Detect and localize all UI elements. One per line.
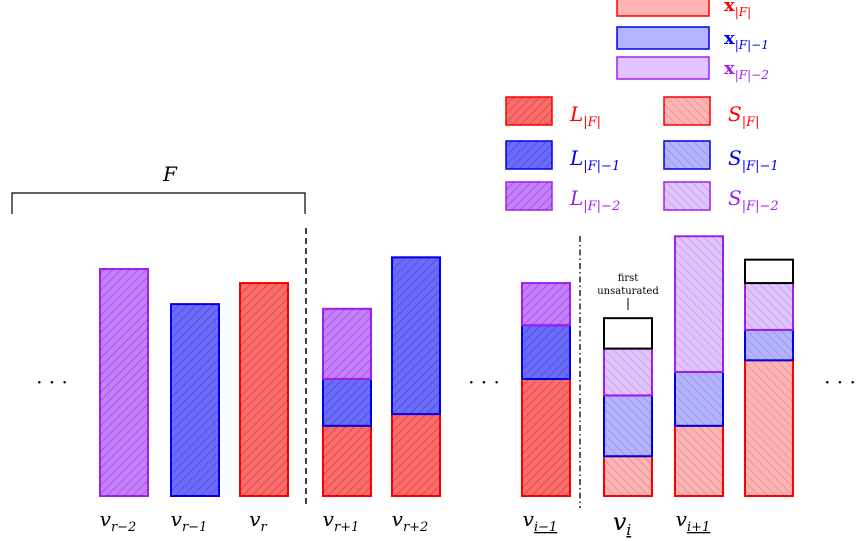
column-segment-hatch [745,283,793,330]
column-segment-hatch [675,425,723,496]
legend-s-item: S|F|−1 [663,140,779,174]
legend-s-label: S|F|−2 [728,186,779,214]
column: vr+2 [391,256,441,535]
column-segment-hatch [745,329,793,361]
column-segment-hatch [171,304,219,496]
legend-l-item: L|F| [505,96,601,130]
annotation-line2: unsaturated [597,286,659,297]
column-segment-X-white [603,317,653,350]
legend-s-item: S|F|−2 [663,181,779,214]
ellipsis-right: · · · [824,370,856,394]
column-segment-hatch [522,325,570,379]
legend-x-label: x|F|−2 [724,58,769,82]
legend-x-swatch [616,26,710,50]
column-segment-X-white [744,258,794,285]
legend-l-label: L|F|−1 [569,146,620,174]
column-segment-hatch [323,308,371,379]
column: vi−1 [521,282,571,535]
column: vi+1 [674,235,724,535]
column-label: vr−1 [171,507,208,535]
column-segment-hatch [100,269,148,496]
ellipsis-left: · · · [36,370,68,394]
legend-s-label: S|F|−1 [728,146,779,174]
column-segment-hatch [522,379,570,496]
legend-s-label: S|F| [728,102,759,130]
column-segment-hatch [675,371,723,426]
first-unsaturated-annotation: first unsaturated [597,273,659,310]
column: vi [603,317,653,539]
column-label: vr+1 [323,507,360,535]
legend-l-item: L|F|−1 [505,140,620,174]
brace-label: F [162,162,178,186]
column: vr−2 [99,268,149,535]
legend-x-item: x|F| [616,0,751,19]
column-segment-hatch [522,283,570,326]
column-segment-hatch [240,283,288,496]
legend-x-item: x|F|−1 [616,26,769,52]
column-segment-hatch [323,425,371,496]
column-segment-hatch [323,379,371,426]
column-label: vr [249,507,267,535]
column-label: vi+1 [676,507,711,535]
legend-x-label: x|F|−1 [724,28,769,52]
column-segment-hatch [745,360,793,496]
brace-f: F [11,162,306,214]
column: vr+1 [322,307,372,535]
ellipsis-middle: · · · [468,370,500,394]
column-label: vi [613,508,632,539]
column-segment-hatch [604,348,652,396]
legend-s-item: S|F| [663,96,759,130]
column-segment-hatch [604,456,652,496]
legend-x-swatch [616,0,710,17]
legend-l-item: L|F|−2 [505,181,620,214]
legend-l-label: L|F| [569,102,601,130]
annotation-line1: first [618,273,639,284]
legend-l: L|F| L|F|−1 L|F|−2 [505,96,620,214]
columns: vr−2 vr−1 vr vr+1 vr+2 vi−1 vi vi+1 [99,235,794,539]
column-label: vi−1 [523,507,558,535]
column [744,258,794,497]
legend-s: S|F| S|F|−1 S|F|−2 [663,96,779,214]
column-label: vr+2 [392,507,429,535]
column-segment-hatch [392,414,440,496]
legend-x: x|F| x|F|−1 x|F|−2 [616,0,769,82]
column: vr [239,282,289,535]
column-segment-hatch [604,395,652,457]
legend-x-swatch [616,56,710,80]
legend-x-item: x|F|−2 [616,56,769,82]
legend-l-label: L|F|−2 [569,186,620,214]
legend-x-label: x|F| [724,0,751,19]
column-label: vr−2 [100,507,137,535]
column: vr−1 [170,303,220,535]
column-segment-hatch [392,257,440,415]
column-segment-hatch [675,236,723,372]
